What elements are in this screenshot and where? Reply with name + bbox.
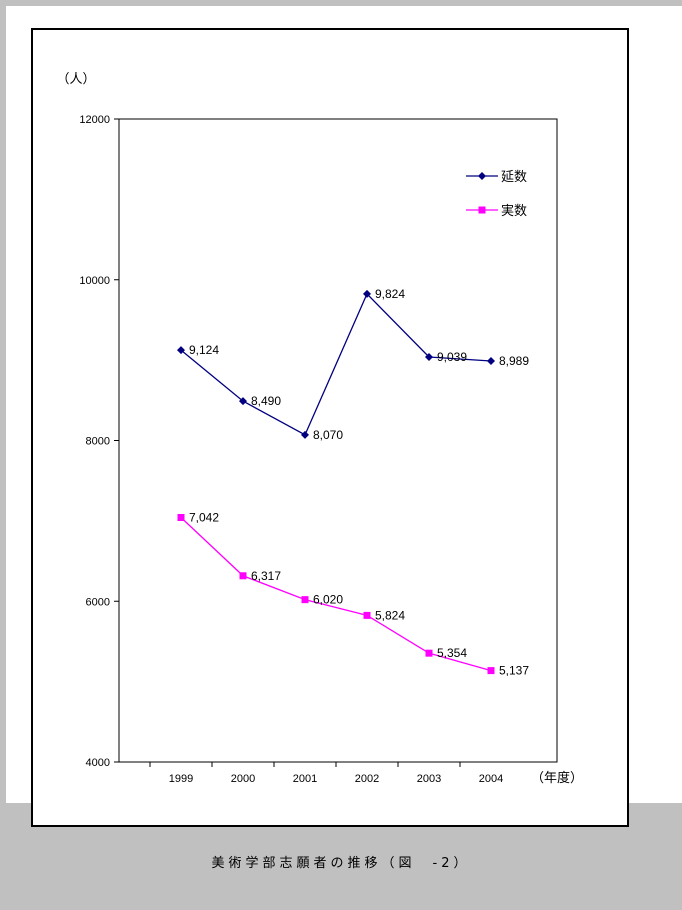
data-point-marker bbox=[363, 289, 371, 298]
y-tick-label: 6000 bbox=[86, 596, 110, 608]
data-label: 7,042 bbox=[189, 510, 219, 524]
data-label: 9,039 bbox=[437, 350, 467, 364]
x-tick-label: 2004 bbox=[479, 773, 503, 785]
x-tick-label: 1999 bbox=[169, 773, 193, 785]
data-point-marker bbox=[239, 572, 247, 580]
y-tick-label: 12000 bbox=[79, 114, 110, 126]
chart-caption: 美術学部志願者の推移（図 -2） bbox=[211, 856, 471, 871]
x-tick-label: 2002 bbox=[355, 773, 379, 785]
data-label: 8,070 bbox=[313, 428, 343, 442]
chart-border bbox=[31, 28, 629, 827]
series-line-2 bbox=[180, 517, 492, 672]
x-axis-label: （年度） bbox=[531, 770, 583, 786]
data-label: 8,490 bbox=[251, 394, 281, 408]
data-label: 6,020 bbox=[313, 593, 343, 607]
data-point-marker bbox=[487, 357, 495, 366]
data-label: 6,317 bbox=[251, 569, 281, 583]
x-tick-label: 2001 bbox=[293, 773, 317, 785]
x-tick-label: 2000 bbox=[231, 773, 255, 785]
data-point-marker bbox=[239, 397, 247, 406]
legend-marker bbox=[478, 206, 486, 214]
y-tick-label: 4000 bbox=[86, 757, 110, 769]
data-label: 5,137 bbox=[499, 664, 529, 678]
data-point-marker bbox=[425, 352, 433, 361]
x-tick-label: 2003 bbox=[417, 773, 441, 785]
y-tick-label: 10000 bbox=[79, 275, 110, 287]
series-line-1 bbox=[180, 292, 492, 436]
legend-marker bbox=[478, 172, 486, 180]
y-axis-label: （人） bbox=[56, 72, 95, 87]
data-point-marker bbox=[177, 513, 185, 521]
data-label: 5,354 bbox=[437, 646, 467, 660]
data-label: 8,989 bbox=[499, 354, 529, 368]
data-label: 9,124 bbox=[189, 343, 219, 357]
data-point-marker bbox=[301, 430, 309, 439]
data-point-marker bbox=[487, 667, 495, 675]
data-point-marker bbox=[425, 649, 433, 657]
legend-label: 延数 bbox=[501, 170, 527, 185]
data-label: 5,824 bbox=[375, 608, 405, 622]
data-point-marker bbox=[177, 346, 185, 355]
data-point-marker bbox=[301, 596, 309, 604]
legend-label: 実数 bbox=[501, 203, 527, 219]
y-tick-label: 8000 bbox=[86, 436, 110, 448]
data-label: 9,824 bbox=[375, 287, 405, 301]
data-point-marker bbox=[363, 611, 371, 619]
